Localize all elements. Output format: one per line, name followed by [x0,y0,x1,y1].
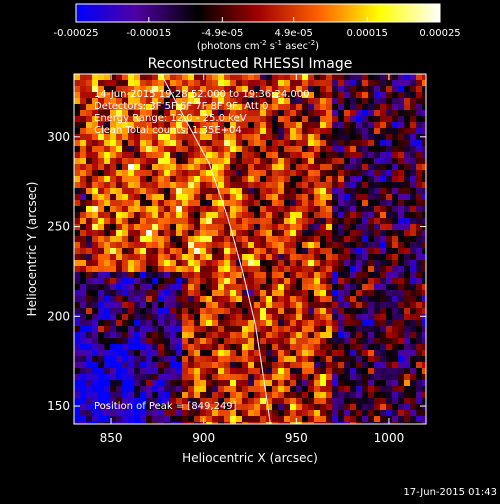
x-tick-label: 950 [285,431,308,445]
colorbar-tick-label: 0.00015 [347,28,388,39]
chart-title: Reconstructed RHESSI Image [148,56,353,72]
annotation-counts: Clean Total counts: 1.35E+04 [94,125,242,136]
y-axis-label: Heliocentric Y (arcsec) [25,182,39,317]
colorbar-tick-label: -4.9e-05 [201,28,243,39]
y-tick-label: 200 [47,309,70,323]
plot-frame [73,73,427,425]
annotation-time: 14-Jun-2015 19:28:52.000 to 19:36:24.000 [94,89,310,100]
x-tick-label: 900 [192,431,215,445]
annotation-detectors: Detectors: 3F 5F 6F 7F 8F 9F, Att 0 [94,101,268,112]
colorbar-units: (photons cm-2 s-1 asec-2) [197,39,319,52]
annotation-energy: Energy Range: 12.0 - 25.0 keV [94,113,247,124]
colorbar [75,3,441,23]
footer-timestamp: 17-Jun-2015 01:43 [403,487,497,498]
peak-position-label: Position of Peak = [849,249] [94,401,237,412]
heatmap-image [74,74,426,424]
colorbar-tick-label: -0.00015 [126,28,171,39]
colorbar-tick-label: 4.9e-05 [274,28,312,39]
y-tick-label: 150 [47,399,70,413]
colorbar-tick-label: 0.00025 [419,28,460,39]
colorbar-ticks: -0.00025 -0.00015 -4.9e-05 4.9e-05 0.00015 0.… [54,17,461,39]
y-axis-ticks: 150 200 250 300 [47,130,426,413]
annotation-block: 14-Jun-2015 19:28:52.000 to 19:36:24.000… [94,89,310,136]
x-tick-label: 850 [100,431,123,445]
x-axis-label: Heliocentric X (arcsec) [182,451,318,465]
solar-limb-curve [160,74,271,424]
y-tick-label: 250 [47,220,70,234]
x-tick-label: 1000 [374,431,405,445]
colorbar-tick-label: -0.00025 [54,28,99,39]
x-axis-ticks: 850 900 950 1000 [100,74,405,445]
y-tick-label: 300 [47,130,70,144]
